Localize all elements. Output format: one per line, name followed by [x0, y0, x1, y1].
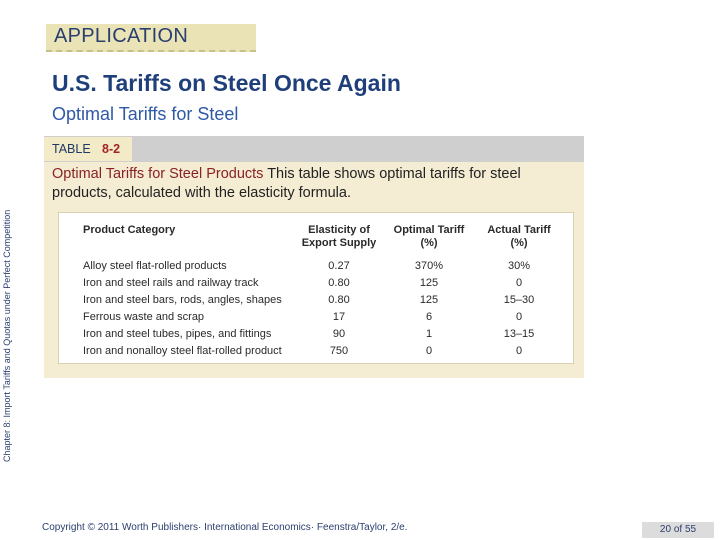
cell-actual-tariff: 15–30 [503, 294, 535, 306]
page-subtitle: Optimal Tariffs for Steel [52, 104, 239, 124]
table-row: Iron and nonalloy steel flat-rolled prod… [59, 344, 573, 361]
table-tag: TABLE 8-2 [44, 137, 132, 161]
table-tag-number: 8-2 [102, 142, 121, 156]
cell-optimal-tariff: 6 [425, 311, 433, 323]
table-row: Iron and steel tubes, pipes, and fitting… [59, 327, 573, 344]
header-optimal-tariff: Optimal Tariff (%) [393, 224, 465, 249]
cell-actual-tariff: 0 [515, 277, 523, 289]
cell-elasticity: 0.80 [328, 294, 350, 306]
section-tag: APPLICATION [46, 24, 256, 52]
table-tag-label: TABLE [52, 142, 91, 156]
header-elasticity: Elasticity of Export Supply [301, 224, 377, 249]
table-row: Alloy steel flat-rolled products 0.27 37… [59, 259, 573, 276]
header-actual-tariff: Actual Tariff (%) [487, 224, 551, 249]
table-row: Ferrous waste and scrap 17 6 0 [59, 310, 573, 327]
cell-elasticity: 17 [332, 311, 346, 323]
table-row: Iron and steel bars, rods, angles, shape… [59, 293, 573, 310]
cell-elasticity: 0.27 [328, 260, 350, 272]
section-tag-label: APPLICATION [54, 25, 189, 47]
cell-actual-tariff: 0 [515, 311, 523, 323]
cell-elasticity: 90 [332, 328, 346, 340]
cell-optimal-tariff: 370% [414, 260, 444, 272]
cell-product: Iron and steel bars, rods, angles, shape… [83, 294, 282, 306]
caption-title: Optimal Tariffs for Steel Products [52, 166, 264, 182]
cell-optimal-tariff: 0 [425, 345, 433, 357]
cell-product: Iron and steel rails and railway track [83, 277, 259, 289]
cell-product: Alloy steel flat-rolled products [83, 260, 227, 272]
caption-body: This table shows optimal tariffs for ste… [52, 166, 521, 201]
table-row: Iron and steel rails and railway track 0… [59, 276, 573, 293]
header-product: Product Category [83, 224, 176, 236]
cell-actual-tariff: 0 [515, 345, 523, 357]
cell-product: Ferrous waste and scrap [83, 311, 205, 323]
cell-product: Iron and steel tubes, pipes, and fitting… [83, 328, 272, 340]
page-number: 20 of 55 [642, 522, 714, 538]
tariff-table: Product Category Elasticity of Export Su… [58, 212, 574, 364]
cell-actual-tariff: 13–15 [503, 328, 535, 340]
cell-elasticity: 0.80 [328, 277, 350, 289]
cell-elasticity: 750 [329, 345, 349, 357]
table-caption: Optimal Tariffs for Steel Products This … [52, 165, 572, 203]
cell-optimal-tariff: 1 [425, 328, 433, 340]
cell-actual-tariff: 30% [507, 260, 531, 272]
cell-product: Iron and nonalloy steel flat-rolled prod… [83, 345, 282, 357]
page-title: U.S. Tariffs on Steel Once Again [52, 70, 401, 96]
copyright-footer: Copyright © 2011 Worth Publishers· Inter… [42, 522, 408, 533]
cell-optimal-tariff: 125 [419, 277, 439, 289]
cell-optimal-tariff: 125 [419, 294, 439, 306]
table-header-bar [44, 136, 584, 162]
chapter-side-label: Chapter 8: Import Tariffs and Quotas und… [2, 209, 12, 462]
